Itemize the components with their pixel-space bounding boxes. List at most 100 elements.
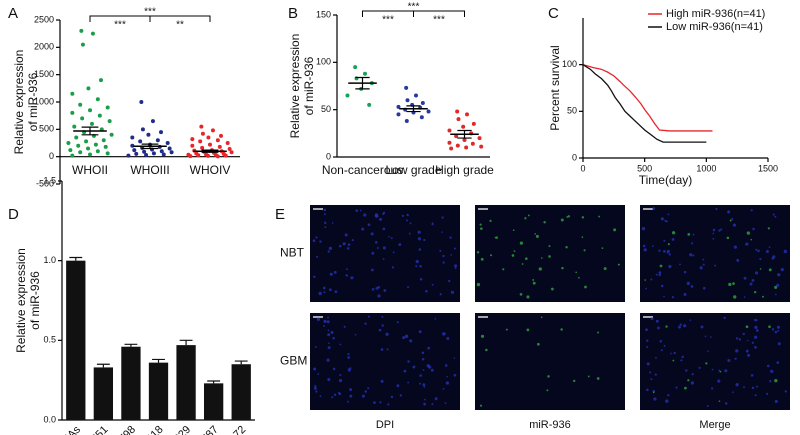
cell-nucleus xyxy=(718,229,721,232)
cell-nucleus xyxy=(683,324,687,328)
cell-nucleus xyxy=(338,392,342,396)
cell-nucleus xyxy=(331,396,334,399)
cell-nucleus xyxy=(378,328,382,332)
cell-nucleus xyxy=(712,232,715,235)
cell-nucleus xyxy=(560,328,563,331)
data-point xyxy=(107,119,112,124)
cell-nucleus xyxy=(683,292,687,296)
cell-nucleus xyxy=(343,325,346,328)
cell-nucleus xyxy=(454,264,458,268)
cell-nucleus xyxy=(718,400,721,402)
cell-nucleus xyxy=(332,367,336,371)
cell-nucleus xyxy=(328,342,330,345)
cell-nucleus xyxy=(750,374,754,377)
cell-nucleus xyxy=(660,284,664,288)
cell-nucleus xyxy=(663,295,665,298)
cell-nucleus xyxy=(421,351,425,355)
micrograph xyxy=(310,313,460,410)
cell-nucleus xyxy=(355,209,359,213)
data-point xyxy=(138,139,143,144)
cell-nucleus xyxy=(505,328,508,331)
data-point xyxy=(229,150,234,155)
cell-nucleus xyxy=(349,394,353,398)
cell-nucleus xyxy=(359,209,362,212)
error-bar xyxy=(96,363,110,368)
cell-nucleus xyxy=(379,217,383,221)
data-point xyxy=(426,109,431,114)
cell-nucleus xyxy=(409,339,413,343)
row-label: NBT xyxy=(280,246,305,260)
cell-nucleus xyxy=(314,346,317,348)
y-tick-label: 1.5 xyxy=(43,175,56,185)
cell-nucleus xyxy=(692,254,695,257)
cell-nucleus xyxy=(685,369,688,372)
cell-nucleus xyxy=(363,213,367,217)
cell-nucleus xyxy=(374,213,379,217)
data-point xyxy=(165,141,170,145)
cell-nucleus xyxy=(745,325,749,329)
data-point xyxy=(210,128,215,133)
cell-nucleus xyxy=(409,222,412,225)
data-point xyxy=(105,151,110,156)
cell-nucleus xyxy=(511,254,515,257)
data-point xyxy=(190,137,195,142)
cell-nucleus xyxy=(613,228,617,232)
cell-nucleus xyxy=(339,374,342,377)
cell-nucleus xyxy=(654,356,657,359)
data-point xyxy=(159,149,164,154)
cell-nucleus xyxy=(550,287,554,291)
bar xyxy=(203,383,224,420)
cell-nucleus xyxy=(663,249,666,253)
cell-nucleus xyxy=(406,213,409,217)
cell-nucleus xyxy=(412,365,416,369)
data-point xyxy=(70,91,75,96)
cell-nucleus xyxy=(446,375,449,378)
data-point xyxy=(477,136,482,141)
x-tick-label: U118 xyxy=(139,424,166,435)
cell-nucleus xyxy=(735,337,739,340)
bar xyxy=(121,346,141,420)
cell-nucleus xyxy=(407,381,410,384)
data-point xyxy=(456,117,461,122)
cell-nucleus xyxy=(655,273,658,276)
cell-nucleus xyxy=(784,390,787,393)
cell-nucleus xyxy=(444,402,447,405)
cell-nucleus xyxy=(421,357,425,361)
data-point xyxy=(199,124,204,129)
cell-nucleus xyxy=(453,357,456,359)
cell-nucleus xyxy=(664,219,667,222)
cell-nucleus xyxy=(769,379,772,383)
cell-nucleus xyxy=(749,282,753,286)
cell-nucleus xyxy=(776,361,780,364)
cell-nucleus xyxy=(689,253,693,257)
data-point xyxy=(200,145,205,150)
cell-nucleus xyxy=(480,257,484,261)
cell-nucleus xyxy=(364,390,367,393)
cell-nucleus xyxy=(747,339,749,342)
cell-nucleus xyxy=(328,246,333,251)
cell-nucleus xyxy=(427,346,431,350)
cell-nucleus xyxy=(351,239,354,242)
cell-nucleus xyxy=(534,233,537,235)
cell-nucleus xyxy=(322,286,326,290)
cell-nucleus xyxy=(382,246,386,250)
data-point xyxy=(167,146,172,151)
cell-nucleus xyxy=(485,348,488,352)
data-point xyxy=(471,121,476,126)
cell-nucleus xyxy=(526,328,530,332)
cell-nucleus xyxy=(731,217,734,220)
cell-nucleus xyxy=(381,324,384,327)
cell-nucleus xyxy=(724,402,728,405)
cell-nucleus xyxy=(754,271,759,275)
cell-nucleus xyxy=(525,257,528,260)
cell-nucleus xyxy=(448,279,451,283)
cell-nucleus xyxy=(396,321,399,324)
cell-nucleus xyxy=(733,295,737,299)
cell-nucleus xyxy=(330,330,334,334)
cell-nucleus xyxy=(667,243,670,246)
y-tick-label: 150 xyxy=(316,9,331,19)
sem-bar xyxy=(81,126,99,136)
data-point xyxy=(95,149,100,154)
cell-nucleus xyxy=(671,295,675,299)
bar xyxy=(148,362,169,420)
